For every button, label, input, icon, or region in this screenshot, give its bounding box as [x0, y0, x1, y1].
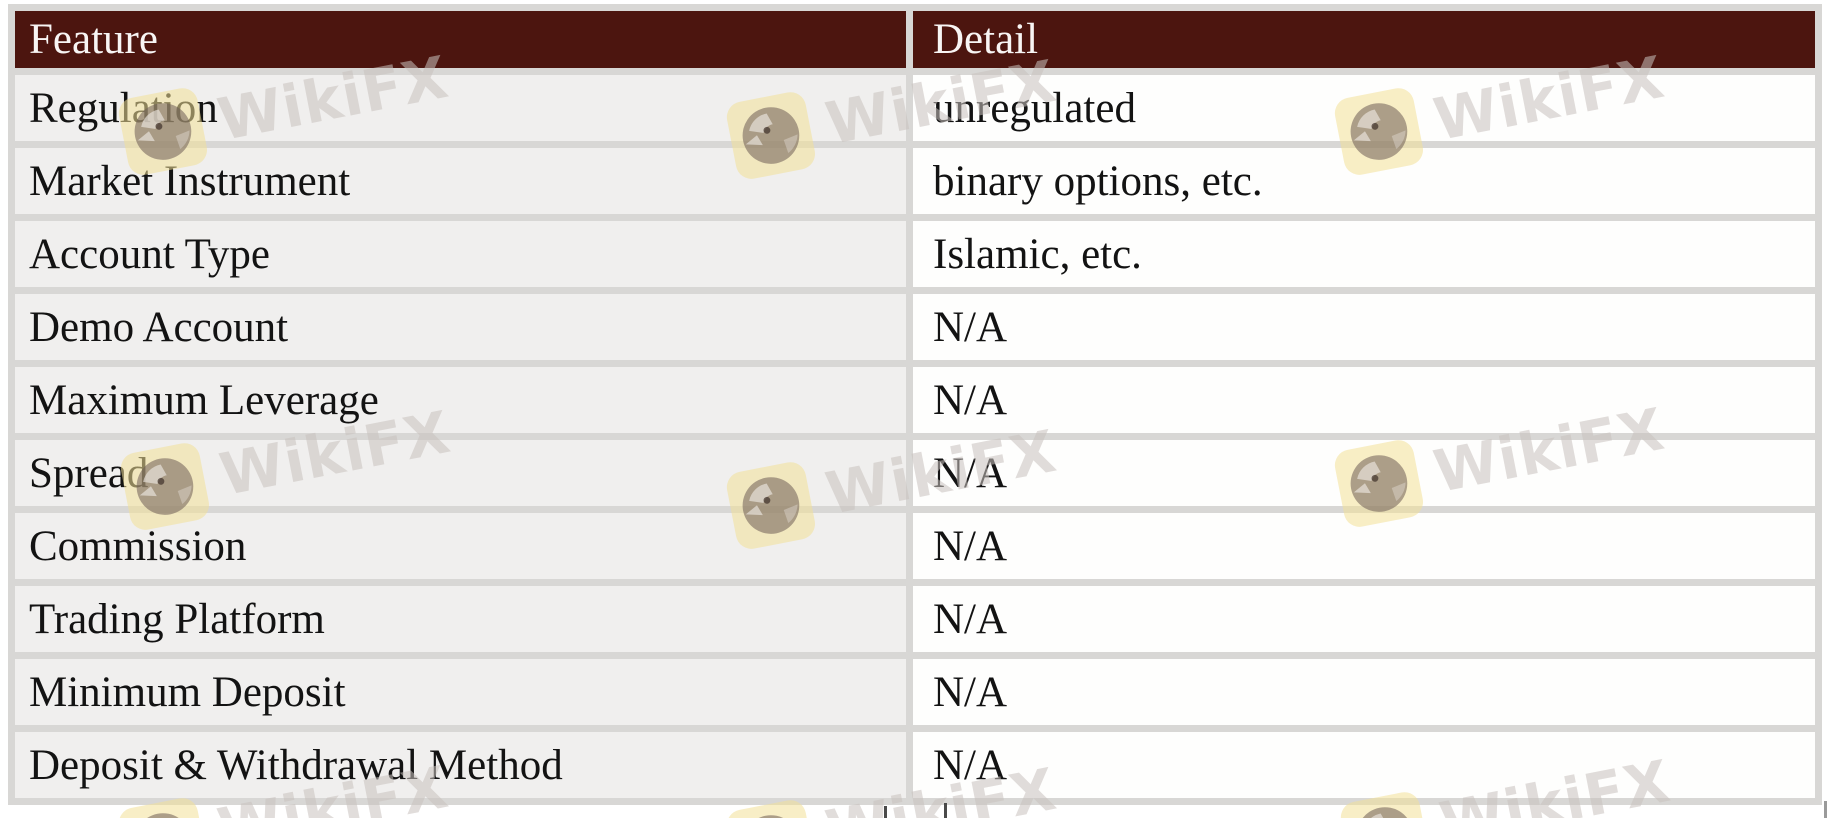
feature-cell: Spread	[15, 440, 906, 506]
feature-cell: Regulation	[15, 75, 906, 141]
table-header-row: Feature Detail	[15, 11, 1815, 68]
cutoff-text-artifact	[1824, 801, 1827, 818]
table-row: Maximum Leverage N/A	[15, 367, 1815, 433]
table-row: Commission N/A	[15, 513, 1815, 579]
feature-cell: Deposit & Withdrawal Method	[15, 732, 906, 798]
table-row: Spread N/A	[15, 440, 1815, 506]
detail-cell: N/A	[913, 586, 1815, 652]
table-row: Trading Platform N/A	[15, 586, 1815, 652]
feature-cell: Trading Platform	[15, 586, 906, 652]
detail-cell: N/A	[913, 659, 1815, 725]
table-row: Market Instrument binary options, etc.	[15, 148, 1815, 214]
table-row: Deposit & Withdrawal Method N/A	[15, 732, 1815, 798]
feature-cell: Minimum Deposit	[15, 659, 906, 725]
feature-cell: Demo Account	[15, 294, 906, 360]
table-row: Regulation unregulated	[15, 75, 1815, 141]
feature-detail-table: Feature Detail Regulation unregulated Ma…	[8, 4, 1822, 805]
column-header-feature: Feature	[15, 11, 906, 68]
table-row: Minimum Deposit N/A	[15, 659, 1815, 725]
feature-cell: Commission	[15, 513, 906, 579]
detail-cell: N/A	[913, 294, 1815, 360]
cutoff-text-artifact	[884, 806, 887, 818]
detail-cell: binary options, etc.	[913, 148, 1815, 214]
detail-cell: N/A	[913, 440, 1815, 506]
detail-cell: N/A	[913, 732, 1815, 798]
feature-cell: Market Instrument	[15, 148, 906, 214]
detail-cell: N/A	[913, 513, 1815, 579]
detail-cell: N/A	[913, 367, 1815, 433]
table-row: Account Type Islamic, etc.	[15, 221, 1815, 287]
table-row: Demo Account N/A	[15, 294, 1815, 360]
feature-cell: Maximum Leverage	[15, 367, 906, 433]
column-header-detail: Detail	[913, 11, 1815, 68]
feature-cell: Account Type	[15, 221, 906, 287]
detail-cell: unregulated	[913, 75, 1815, 141]
detail-cell: Islamic, etc.	[913, 221, 1815, 287]
cutoff-text-artifact	[944, 803, 947, 818]
